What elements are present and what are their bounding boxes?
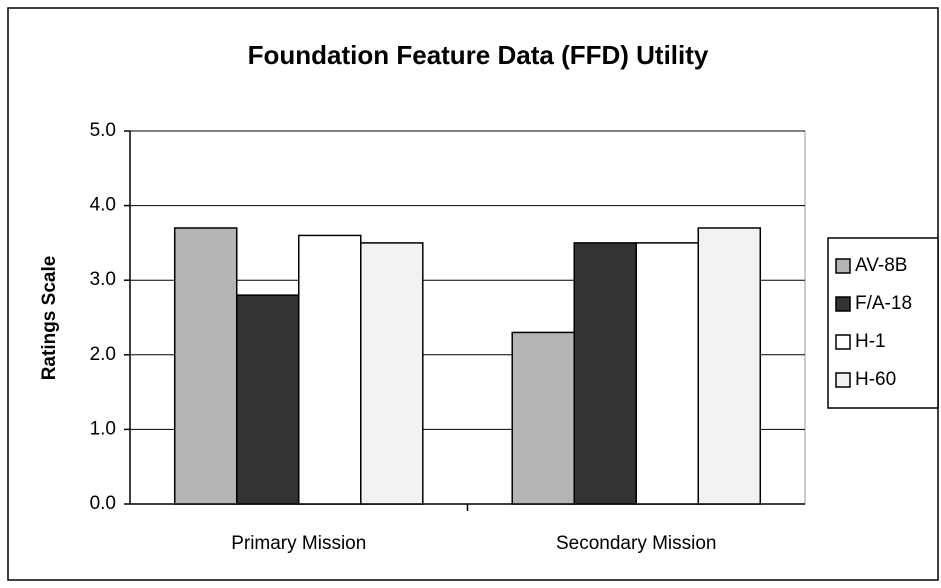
bar (298, 234, 362, 505)
y-axis-label: Ratings Scale (39, 256, 60, 381)
y-tick-label: 5.0 (90, 120, 116, 141)
legend-swatch (835, 258, 851, 274)
y-tick-label: 2.0 (90, 344, 116, 365)
y-tick-label: 1.0 (90, 418, 116, 439)
x-tick-label: Secondary Mission (556, 533, 717, 554)
bar (697, 227, 762, 505)
y-tick-label: 0.0 (90, 493, 116, 514)
x-tick-label: Primary Mission (231, 533, 366, 554)
bar (235, 294, 300, 505)
bar (635, 242, 700, 505)
y-tick-label: 4.0 (90, 195, 116, 216)
bar (573, 242, 637, 505)
legend-swatch (835, 372, 851, 388)
bar (360, 242, 424, 505)
legend-swatch (835, 334, 851, 350)
chart-title: Foundation Feature Data (FFD) Utility (248, 40, 709, 70)
bar (173, 227, 238, 505)
legend-label: AV-8B (855, 255, 907, 276)
legend-swatch (835, 296, 851, 312)
bar (511, 331, 575, 505)
legend-label: F/A-18 (855, 293, 912, 314)
legend-label: H-1 (855, 331, 886, 352)
y-tick-label: 3.0 (90, 269, 116, 290)
legend-label: H-60 (855, 369, 896, 390)
